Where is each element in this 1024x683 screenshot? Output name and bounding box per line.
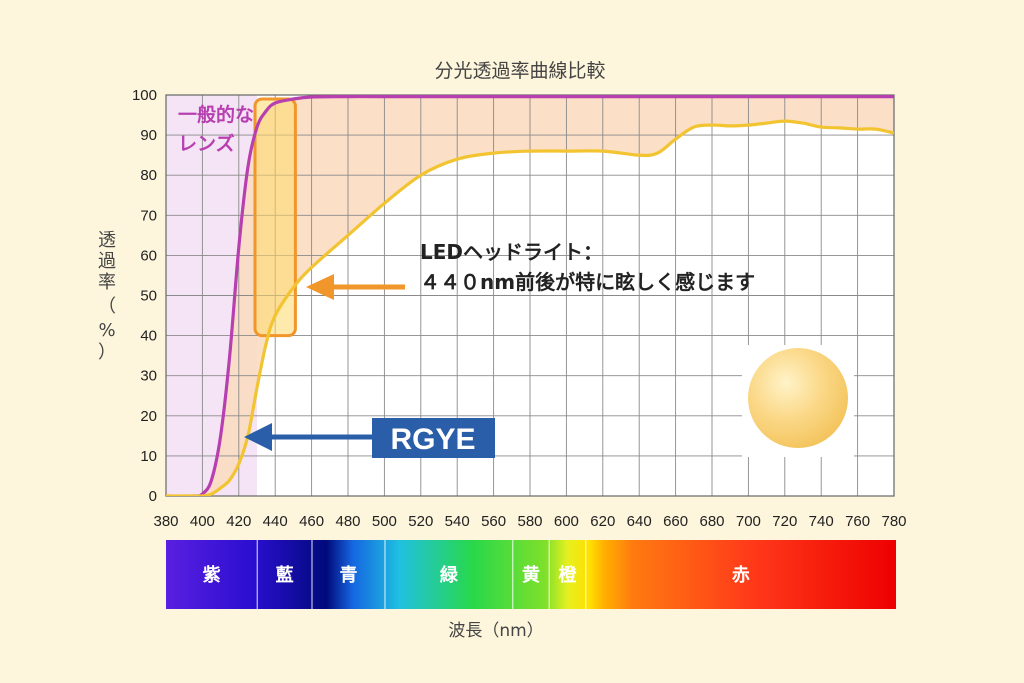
- x-tick-label: 460: [299, 513, 324, 530]
- led-arrow: [306, 274, 405, 300]
- x-tick-label: 600: [554, 513, 579, 530]
- y-axis-label: 透 過 率 （ % ）: [98, 230, 116, 363]
- x-tick-label: 480: [335, 513, 360, 530]
- y-tick-label: 30: [140, 368, 157, 385]
- spectrum-band-label: 藍: [276, 565, 294, 586]
- y-tick-label: 10: [140, 448, 157, 465]
- x-tick-label: 700: [736, 513, 761, 530]
- spectrum-band-label: 橙: [559, 564, 578, 586]
- x-tick-label: 680: [699, 513, 724, 530]
- y-axis-label-char: 過: [98, 251, 116, 272]
- y-axis-label-char: 透: [98, 230, 116, 251]
- y-tick-label: 50: [140, 288, 157, 305]
- x-tick-label: 720: [772, 513, 797, 530]
- x-tick-label: 440: [263, 513, 288, 530]
- y-tick-label: 0: [149, 488, 157, 505]
- y-tick-label: 40: [140, 328, 157, 345]
- x-tick-label: 540: [445, 513, 470, 530]
- x-tick-label: 560: [481, 513, 506, 530]
- lens-label-line1: 一般的な: [178, 103, 254, 126]
- spectrum-gradient: [166, 540, 896, 609]
- lens-swatch: [748, 348, 848, 448]
- x-tick-label: 780: [881, 513, 906, 530]
- x-tick-label: 640: [627, 513, 652, 530]
- y-tick-label: 20: [140, 408, 157, 425]
- y-tick-label: 100: [132, 87, 157, 104]
- y-tick-label: 90: [140, 127, 157, 144]
- highlight-layer: [253, 97, 297, 338]
- x-tick-label: 380: [153, 513, 178, 530]
- x-tick-label: 760: [845, 513, 870, 530]
- x-tick-label: 620: [590, 513, 615, 530]
- x-tick-label: 580: [517, 513, 542, 530]
- rgye-label: RGYE: [390, 423, 475, 456]
- tick-label-layer: 0 10 20 30 40 50 60 70 80 90 100 380 400 420 440 460 480…: [132, 87, 907, 530]
- y-axis-label-char: ）: [98, 342, 116, 363]
- spectrum-band-label: 青: [340, 565, 358, 586]
- spectrum-band-label: 赤: [732, 565, 750, 586]
- spectrum-band-label: 緑: [440, 564, 459, 586]
- x-tick-label: 500: [372, 513, 397, 530]
- series-line-rgye: [166, 119, 894, 496]
- x-axis-label: 波長（nm）: [448, 621, 543, 641]
- spectrum-band-label: 紫: [203, 564, 221, 586]
- y-axis-label-char: （: [98, 296, 116, 317]
- y-tick-label: 70: [140, 207, 157, 224]
- x-tick-label: 660: [663, 513, 688, 530]
- spectrum-band-label: 黄: [522, 564, 540, 586]
- rgye-arrow: [244, 423, 372, 451]
- y-axis-label-char: %: [98, 320, 115, 341]
- led-label-line1: LEDヘッドライト：: [420, 240, 603, 264]
- x-tick-label: 520: [408, 513, 433, 530]
- x-tick-label: 420: [226, 513, 251, 530]
- y-tick-label: 60: [140, 247, 157, 264]
- chart-title: 分光透過率曲線比較: [434, 60, 605, 82]
- x-tick-label: 740: [809, 513, 834, 530]
- x-tick-label: 400: [190, 513, 215, 530]
- y-axis-label-char: 率: [98, 272, 116, 293]
- series-line-general-lens: [166, 95, 894, 496]
- curve-line-layer: [166, 95, 894, 496]
- spectrum-bar: 紫 藍 青 緑 黄橙 赤: [166, 540, 896, 609]
- led-label-line2: ４４０nm前後が特に眩しく感じます: [420, 270, 755, 294]
- y-tick-label: 80: [140, 167, 157, 184]
- lens-label-line2: レンズ: [178, 132, 235, 155]
- led-440nm-highlight-box: [253, 97, 297, 338]
- rgye-label-box: [372, 418, 495, 458]
